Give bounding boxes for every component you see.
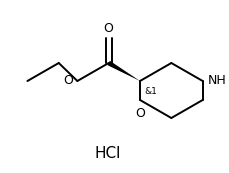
Text: O: O (134, 107, 144, 120)
Polygon shape (107, 61, 139, 81)
Text: O: O (63, 75, 73, 88)
Text: &1: &1 (143, 87, 156, 96)
Text: HCl: HCl (94, 145, 120, 161)
Text: O: O (103, 22, 113, 35)
Text: NH: NH (207, 75, 225, 88)
